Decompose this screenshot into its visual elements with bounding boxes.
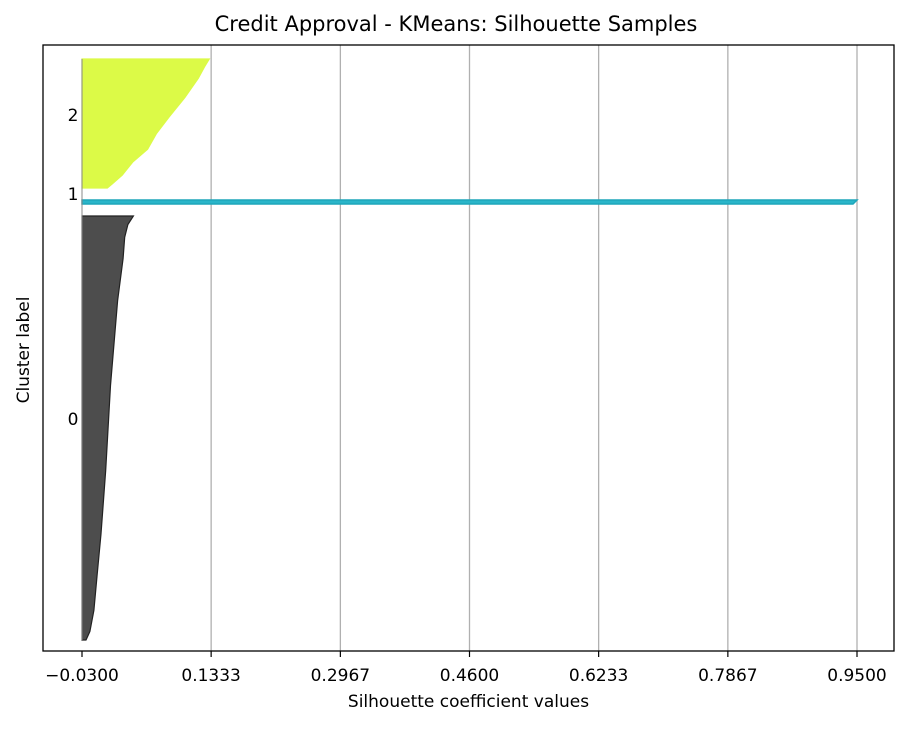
cluster-layer [81, 58, 859, 641]
cluster-label: 1 [68, 185, 79, 205]
x-axis-label: Silhouette coefficient values [347, 692, 590, 712]
cluster-0-silhouette [81, 215, 135, 641]
x-tick-label: 0.7867 [698, 666, 757, 686]
plot-frame [42, 44, 895, 652]
x-tick-label: 0.1333 [181, 666, 240, 686]
chart-title: Credit Approval - KMeans: Silhouette Sam… [214, 12, 698, 36]
cluster-label: 2 [68, 106, 79, 126]
y-axis-label: Cluster label [14, 296, 34, 404]
cluster-1-silhouette [81, 199, 859, 205]
x-tick-layer: −0.0300 0.1333 0.2967 0.4600 0.6233 0.7867 0.9… [45, 651, 887, 686]
x-tick-label: 0.4600 [440, 666, 499, 686]
x-tick-label: 0.6233 [569, 666, 628, 686]
x-tick-label: 0.9500 [827, 666, 886, 686]
cluster-label: 0 [68, 410, 79, 430]
grid-layer [210, 45, 858, 651]
x-tick-label: −0.0300 [45, 666, 119, 686]
cluster-2-silhouette [81, 58, 211, 189]
x-tick-label: 0.2967 [311, 666, 370, 686]
cluster-label-layer: 0 1 2 [68, 106, 79, 430]
